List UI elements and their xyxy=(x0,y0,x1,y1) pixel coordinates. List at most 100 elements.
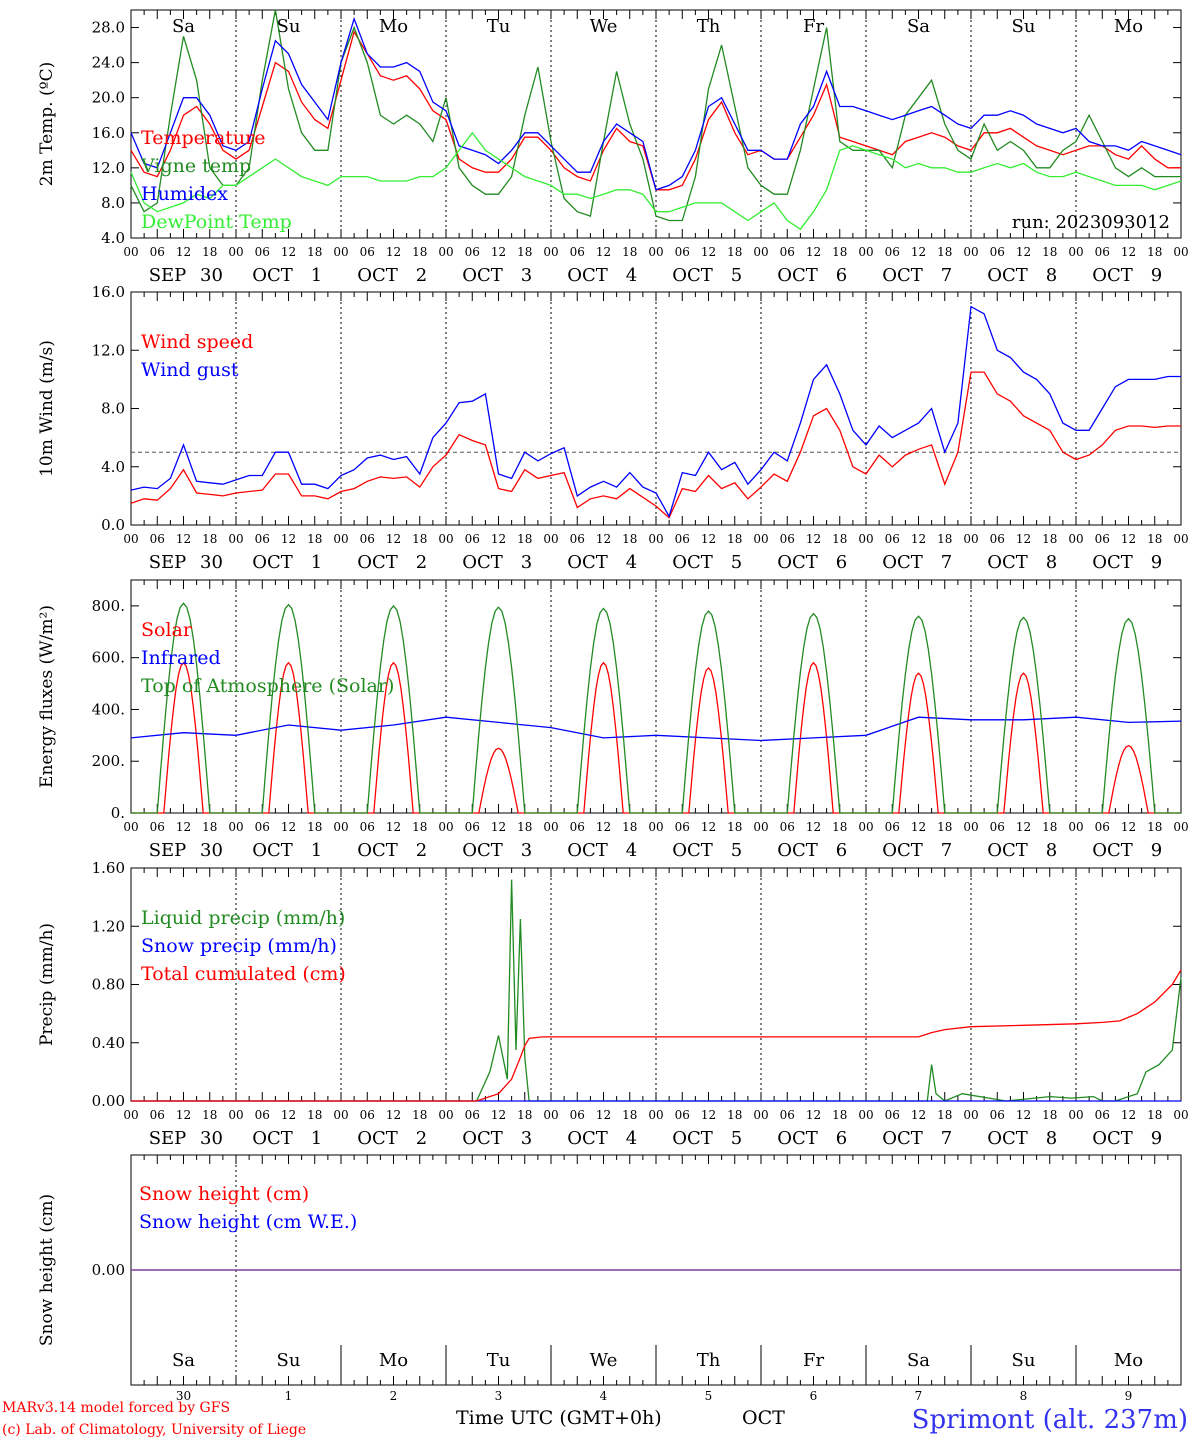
hour-label: 12 xyxy=(1121,245,1136,259)
hour-label: 00 xyxy=(123,1108,138,1122)
hour-label: 18 xyxy=(727,532,742,546)
hour-label: 00 xyxy=(648,532,663,546)
date-day-label: 4 xyxy=(626,265,637,286)
y-tick-label: 12.0 xyxy=(92,341,125,359)
date-day-label: 1 xyxy=(311,265,322,286)
legend-entry: Solar xyxy=(141,619,193,641)
day-name-label: Mo xyxy=(379,16,408,37)
hour-label: 12 xyxy=(491,245,506,259)
day-number-label: 8 xyxy=(1020,1389,1028,1403)
hour-label: 06 xyxy=(465,245,480,259)
hour-label: 18 xyxy=(412,532,427,546)
day-name-label: Su xyxy=(1012,16,1036,37)
legend-entry: Humidex xyxy=(141,183,228,205)
date-day-label: 9 xyxy=(1151,265,1162,286)
hour-label: 18 xyxy=(517,1108,532,1122)
date-day-label: 3 xyxy=(521,840,532,861)
date-month-label: OCT xyxy=(357,265,398,286)
hour-label: 18 xyxy=(412,1108,427,1122)
day-name-label: We xyxy=(590,16,618,37)
hour-label: 18 xyxy=(1042,532,1057,546)
legend-entry: Snow precip (mm/h) xyxy=(141,935,337,957)
hour-label: 12 xyxy=(1016,1108,1031,1122)
date-month-label: OCT xyxy=(1092,840,1133,861)
date-month-label: SEP xyxy=(149,1128,187,1149)
temperature-panel: 4.0 8.0 12.0 16.0 20.0 24.0 28.0 2m Temp. (ºC) 0… xyxy=(37,9,1189,286)
hour-label: 00 xyxy=(123,820,138,834)
date-month-label: OCT xyxy=(462,840,503,861)
hour-label: 12 xyxy=(1016,245,1031,259)
hour-label: 00 xyxy=(438,1108,453,1122)
hour-label: 18 xyxy=(622,532,637,546)
date-month-label: SEP xyxy=(149,552,187,573)
series-line-green xyxy=(131,602,1181,814)
series-line-blue xyxy=(130,16,1182,191)
hour-label: 00 xyxy=(858,1108,873,1122)
hour-label: 18 xyxy=(727,820,742,834)
hour-label: 12 xyxy=(596,245,611,259)
date-day-label: 30 xyxy=(200,265,223,286)
hour-label: 06 xyxy=(150,820,165,834)
hour-label: 06 xyxy=(780,245,795,259)
hour-label: 00 xyxy=(1068,245,1083,259)
date-month-label: OCT xyxy=(672,1128,713,1149)
date-month-label: OCT xyxy=(462,552,503,573)
hour-label: 18 xyxy=(727,1108,742,1122)
hour-label: 12 xyxy=(491,532,506,546)
date-month-label: OCT xyxy=(252,1128,293,1149)
day-name-label: Mo xyxy=(1114,1350,1143,1371)
hour-label: 06 xyxy=(465,532,480,546)
date-month-label: OCT xyxy=(987,552,1028,573)
date-day-label: 5 xyxy=(731,552,742,573)
hour-label: 00 xyxy=(438,245,453,259)
y-tick-label: 400. xyxy=(92,700,125,718)
legend-entry: Wind gust xyxy=(141,359,239,381)
date-day-label: 8 xyxy=(1046,1128,1057,1149)
day-name-label: We xyxy=(590,1350,618,1371)
hour-label: 00 xyxy=(753,1108,768,1122)
hour-label: 18 xyxy=(622,245,637,259)
y-tick-label: 20.0 xyxy=(92,89,125,107)
day-number-label: 4 xyxy=(600,1389,608,1403)
lab-credit: (c) Lab. of Climatology, University of L… xyxy=(2,1422,306,1438)
hour-label: 00 xyxy=(228,245,243,259)
hour-label: 18 xyxy=(622,1108,637,1122)
energy-panel: 0. 200. 400. 600. 800. Energy fluxes (W/m²) 00… xyxy=(37,579,1189,861)
hour-label: 12 xyxy=(806,1108,821,1122)
hour-label: 00 xyxy=(963,245,978,259)
hour-label: 00 xyxy=(1068,820,1083,834)
date-month-label: OCT xyxy=(252,840,293,861)
hour-label: 18 xyxy=(307,820,322,834)
date-month-label: OCT xyxy=(1092,552,1133,573)
hour-label: 00 xyxy=(1068,532,1083,546)
hour-label: 12 xyxy=(491,820,506,834)
day-number-label: 7 xyxy=(915,1389,923,1403)
date-month-label: OCT xyxy=(252,265,293,286)
date-month-label: OCT xyxy=(567,840,608,861)
hour-label: 06 xyxy=(675,532,690,546)
hour-label: 00 xyxy=(543,532,558,546)
hour-label: 18 xyxy=(622,820,637,834)
hour-label: 00 xyxy=(648,820,663,834)
hour-label: 06 xyxy=(675,820,690,834)
hour-label: 00 xyxy=(648,245,663,259)
day-name-label: Su xyxy=(1012,1350,1036,1371)
series-line-red xyxy=(131,969,1182,1102)
hour-label: 12 xyxy=(281,532,296,546)
date-month-label: OCT xyxy=(1092,265,1133,286)
hour-label: 00 xyxy=(228,820,243,834)
footer: MARv3.14 model forced by GFS (c) Lab. of… xyxy=(2,1400,1188,1438)
hour-label: 00 xyxy=(648,1108,663,1122)
hour-label: 06 xyxy=(465,1108,480,1122)
hour-label: 00 xyxy=(438,820,453,834)
date-month-label: OCT xyxy=(357,552,398,573)
hour-label: 06 xyxy=(1095,1108,1110,1122)
legend-entry: Wind speed xyxy=(141,331,253,353)
y-tick-label: 0.00 xyxy=(92,1092,125,1110)
hour-label: 18 xyxy=(937,820,952,834)
hour-label: 12 xyxy=(911,820,926,834)
day-number-label: 2 xyxy=(390,1389,398,1403)
hour-label: 12 xyxy=(701,532,716,546)
hour-label: 18 xyxy=(517,532,532,546)
date-day-label: 30 xyxy=(200,552,223,573)
